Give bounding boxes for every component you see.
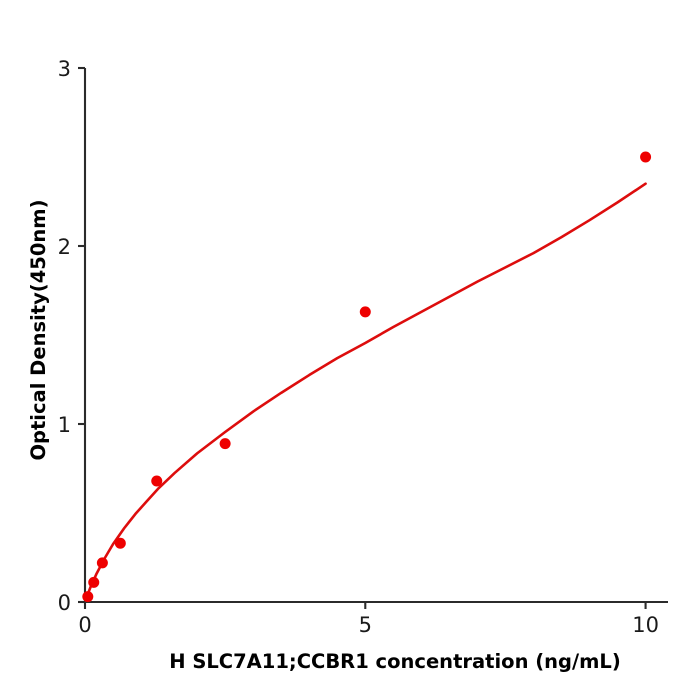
data-point: [640, 151, 652, 163]
data-point: [96, 557, 108, 569]
y-tick-label: 3: [58, 57, 71, 81]
y-tick-label: 0: [58, 591, 71, 615]
data-point: [151, 475, 163, 487]
data-point-markers: [82, 151, 652, 603]
y-tick-label: 1: [58, 413, 71, 437]
data-point: [82, 591, 94, 603]
y-axis-title: Optical Density(450nm): [27, 199, 50, 460]
x-tick-label: 10: [632, 613, 659, 637]
standard-curve-line: [84, 182, 647, 600]
x-axis-tickmarks: [83, 602, 647, 609]
x-tick-label: 0: [78, 613, 91, 637]
x-tick-label: 5: [359, 613, 372, 637]
y-tick-label: 2: [58, 235, 71, 259]
data-point: [88, 576, 100, 588]
y-axis-tickmarks: [78, 66, 85, 604]
data-point: [114, 537, 126, 549]
x-axis-tick-labels: 0 5 10: [78, 613, 659, 637]
data-point: [359, 306, 371, 318]
x-axis-title: H SLC7A11;CCBR1 concentration (ng/mL): [169, 650, 621, 673]
y-axis-tick-labels: 0 1 2 3: [58, 57, 71, 615]
data-point: [219, 438, 231, 450]
